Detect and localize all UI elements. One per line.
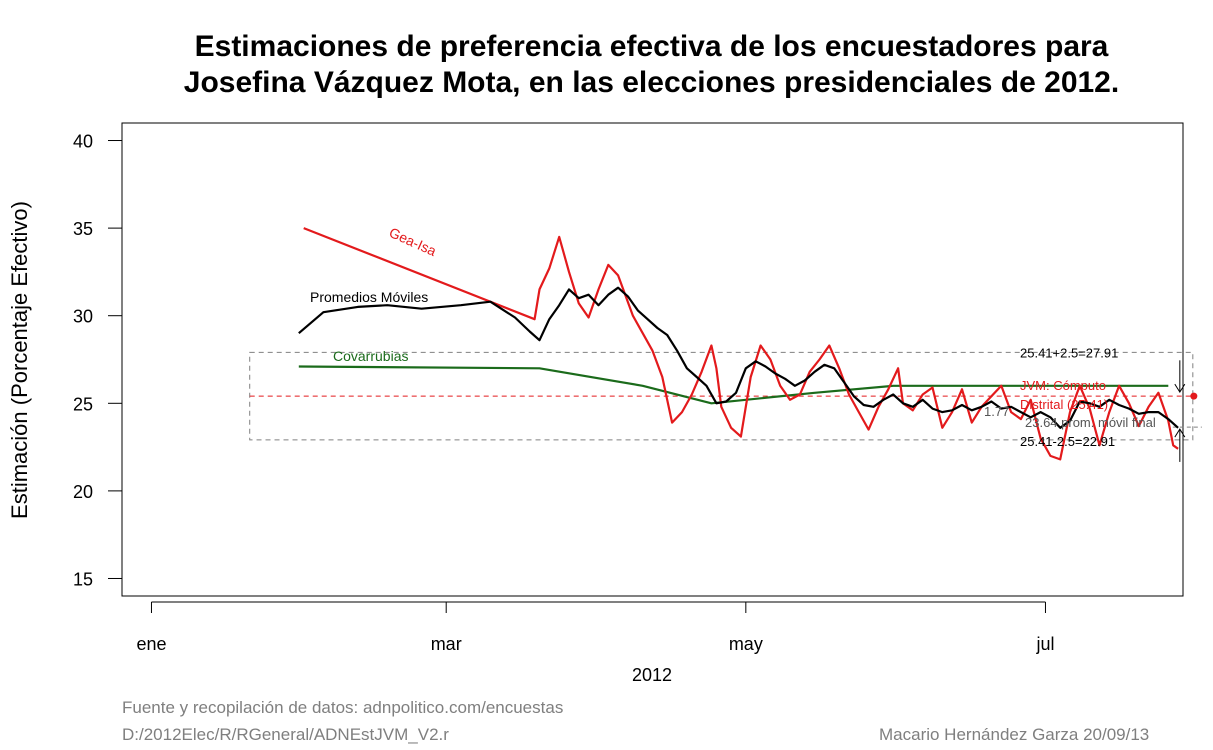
result-label-line-1: JVM: Cómputo	[1020, 378, 1106, 393]
x-tick-label: mar	[431, 634, 462, 654]
lower-arrow-head	[1174, 428, 1186, 438]
upper-arrow-head	[1174, 383, 1186, 394]
y-tick-label: 20	[73, 482, 93, 502]
y-tick-label: 35	[73, 219, 93, 239]
series-label-promedios: Promedios Móviles	[310, 289, 428, 305]
footer-path: D:/2012Elec/R/RGeneral/ADNEstJVM_V2.r	[122, 725, 449, 744]
x-tick-label: ene	[136, 634, 166, 654]
series-label-covarrubias: Covarrubias	[333, 348, 408, 364]
x-axis: ene mar may jul	[136, 601, 1054, 654]
footer-author: Macario Hernández Garza 20/09/13	[879, 725, 1150, 744]
series-line-promedios-m-viles	[298, 286, 1179, 429]
result-point	[1190, 392, 1198, 400]
reference-lines	[249, 351, 1202, 441]
series-line-covarrubias	[298, 365, 1169, 405]
y-tick-label: 30	[73, 307, 93, 327]
y-tick-label: 25	[73, 394, 93, 414]
difference-label: 1.77	[984, 404, 1009, 419]
annotations: 25.41+2.5=27.91 25.41-2.5=22.91 JVM: Cómpu…	[310, 224, 1186, 462]
x-axis-label: 2012	[632, 665, 672, 685]
series-label-gea-isa: Gea-Isa	[387, 224, 439, 259]
series-lines	[298, 227, 1198, 461]
footer-source: Fuente y recopilación de datos: adnpolit…	[122, 698, 564, 717]
lower-band-label: 25.41-2.5=22.91	[1020, 434, 1115, 449]
final-average-label: 23.64 prom. móvil final	[1025, 415, 1156, 430]
y-tick-label: 40	[73, 132, 93, 152]
x-tick-label: may	[729, 634, 763, 654]
upper-band-label: 25.41+2.5=27.91	[1020, 345, 1118, 360]
x-tick-label: jul	[1035, 634, 1054, 654]
y-axis: 15 20 25 30 35 40	[73, 132, 123, 589]
result-label-line-2: Distrital (25.41)	[1020, 397, 1108, 412]
y-tick-label: 15	[73, 569, 93, 589]
series-line-gea-isa	[303, 227, 1179, 461]
chart-title-line-1: Estimaciones de preferencia efectiva de …	[194, 30, 1109, 63]
y-axis-label: Estimación (Porcentaje Efectivo)	[7, 201, 32, 519]
chart-title-line-2: Josefina Vázquez Mota, en las elecciones…	[183, 66, 1120, 99]
